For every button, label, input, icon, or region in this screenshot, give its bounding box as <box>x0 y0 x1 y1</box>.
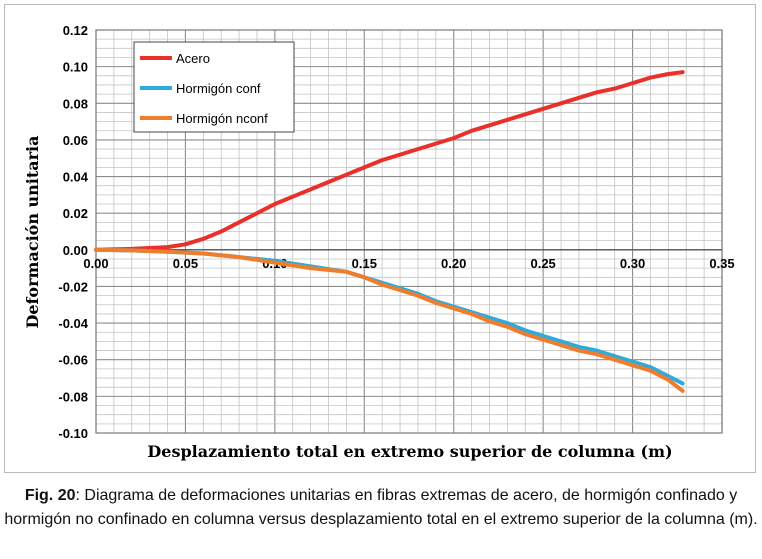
y-tick-label: -0.04 <box>58 316 88 331</box>
legend: Acero Hormigón conf Hormigón nconf <box>133 41 295 133</box>
y-axis-label: Deformación unitaria <box>23 135 42 328</box>
y-tick-label: -0.02 <box>58 279 88 294</box>
line-chart: 0.12 0.10 0.08 0.06 0.04 0.02 0.00 -0.02 -0.04 -0… <box>23 23 735 461</box>
caption-text: : Diagrama de deformaciones unitarias en… <box>4 487 758 528</box>
caption-figure-label: Fig. 20 <box>24 487 76 504</box>
y-tick-label: 0.02 <box>63 206 88 221</box>
x-tick-label: 0.20 <box>441 256 466 271</box>
y-tick-label: 0.04 <box>63 170 89 185</box>
x-tick-label: 0.05 <box>173 256 198 271</box>
y-tick-label: 0.08 <box>63 96 88 111</box>
series-lines <box>94 70 685 393</box>
y-tick-label: 0.12 <box>63 23 88 38</box>
x-tick-label: 0.30 <box>620 256 645 271</box>
y-tick-label: -0.08 <box>58 389 88 404</box>
y-tick-labels: 0.12 0.10 0.08 0.06 0.04 0.02 0.00 -0.02 -0.04 -0… <box>58 23 88 441</box>
legend-label: Hormigón conf <box>176 81 261 96</box>
plot-border <box>95 29 723 434</box>
x-tick-label: 0.15 <box>352 256 377 271</box>
y-tick-label: -0.10 <box>58 426 88 441</box>
y-tick-label: 0.10 <box>63 60 88 75</box>
legend-label: Acero <box>176 51 210 66</box>
series-line-3 <box>94 247 685 393</box>
y-tick-label: 0.00 <box>63 243 88 258</box>
x-tick-label: 0.25 <box>530 256 555 271</box>
x-tick-label: 0.00 <box>83 256 108 271</box>
y-tick-label: -0.06 <box>58 353 88 368</box>
legend-label: Hormigón nconf <box>176 111 268 126</box>
series-line-1 <box>94 70 685 252</box>
x-tick-label: 0.35 <box>709 256 734 271</box>
x-axis-label: Desplazamiento total en extremo superior… <box>147 442 672 461</box>
figure-caption: Fig. 20: Diagrama de deformaciones unita… <box>0 484 762 532</box>
axes <box>95 29 723 434</box>
y-tick-label: 0.06 <box>63 133 88 148</box>
